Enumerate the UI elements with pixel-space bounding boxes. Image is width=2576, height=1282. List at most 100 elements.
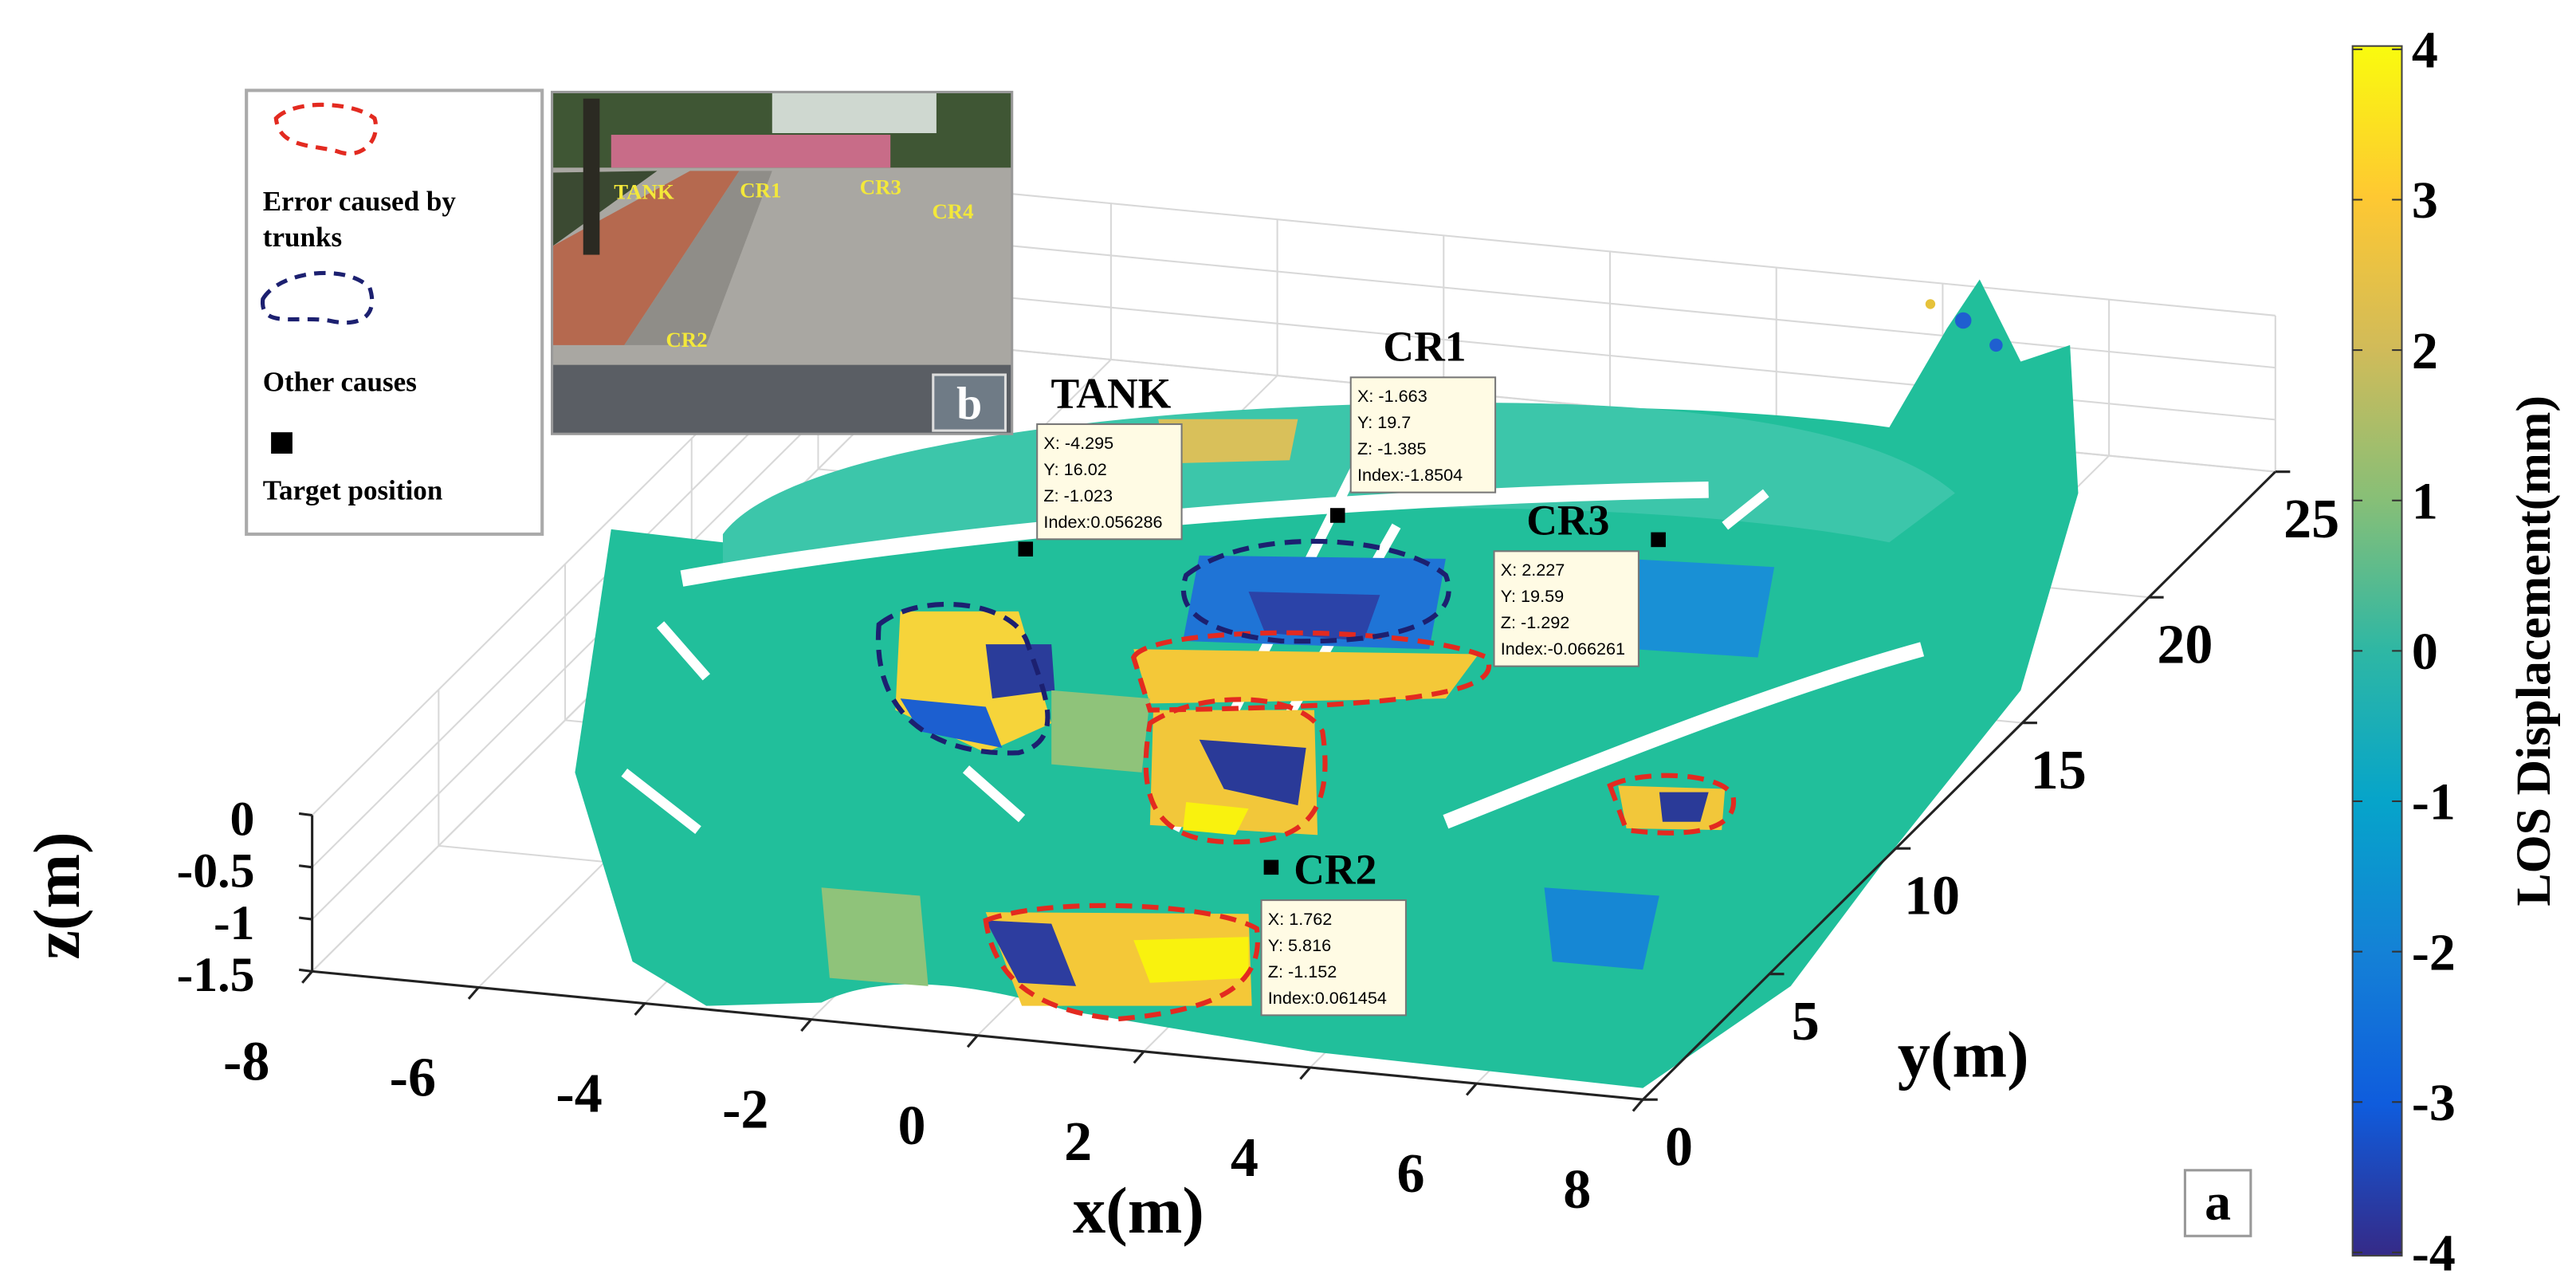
- colorbar-ticks: -4 -3 -2 -1 0 1 2 3 4: [2352, 22, 2456, 1282]
- x-tick-label: -4: [556, 1064, 602, 1125]
- colorbar-tick-label: -1: [2412, 773, 2456, 832]
- error-outline: [983, 903, 1260, 1022]
- patch: [1133, 937, 1249, 983]
- z-tick: [298, 916, 312, 921]
- colorbar-tick-label: 0: [2412, 623, 2438, 681]
- datatip-text: Index:-0.066261: [1501, 639, 1625, 659]
- x-tick: [966, 1034, 979, 1048]
- datatip-text: X: -1.663: [1357, 386, 1427, 406]
- cloud-gap: [1443, 642, 1925, 829]
- x-tick-label: 4: [1231, 1127, 1259, 1189]
- x-tick: [301, 970, 313, 984]
- patch: [900, 698, 1003, 748]
- photo-sky: [772, 92, 937, 133]
- target-marker: [1651, 532, 1666, 548]
- colorbar-tick-label: 1: [2412, 472, 2438, 530]
- datatip-text: Z: -1.385: [1357, 438, 1427, 458]
- z-tick-label: -0.5: [177, 844, 255, 899]
- patch: [1659, 792, 1709, 822]
- z-tick: [298, 812, 312, 817]
- datatip-name: TANK: [1051, 369, 1172, 417]
- y-tick-label: 15: [2031, 740, 2087, 801]
- datatip-text: Index:0.061454: [1268, 988, 1387, 1008]
- patch: [821, 887, 929, 986]
- patch: [1626, 558, 1775, 658]
- datatips: X: -4.295 Y: 16.02 Z: -1.023 Index:0.056286…: [1018, 323, 1666, 1017]
- datatip-box: [1493, 550, 1639, 667]
- x-tick-label: -6: [390, 1048, 436, 1109]
- legend-entry: Target position: [262, 474, 443, 506]
- legend-box: [245, 88, 544, 537]
- legend-text: Error caused by trunks: [262, 185, 456, 254]
- x-tick: [467, 986, 480, 1000]
- legend-symbol: [271, 432, 293, 454]
- photo-grass: [552, 171, 658, 247]
- inset-frame: [551, 90, 1014, 435]
- colorbar-tick-label: -3: [2412, 1074, 2456, 1132]
- colorbar-tick-label: 4: [2412, 22, 2438, 80]
- legend-text: Target position: [262, 474, 443, 506]
- patch: [985, 920, 1077, 986]
- inset-label: CR2: [666, 328, 708, 352]
- x-tick: [1465, 1083, 1478, 1096]
- grid-line: [944, 238, 2276, 369]
- x-tick: [634, 1002, 646, 1017]
- y-axis: [1642, 470, 2276, 1101]
- patch: [1199, 739, 1306, 806]
- datatip-text: X: 1.762: [1268, 909, 1333, 929]
- x-tick-label: 8: [1563, 1159, 1591, 1221]
- datatip-text: X: -4.295: [1043, 433, 1113, 453]
- x-tick-label: 0: [897, 1095, 925, 1157]
- datatip-text: Y: 16.02: [1043, 459, 1106, 479]
- datatip-box: [1349, 376, 1497, 494]
- x-tick: [1133, 1050, 1145, 1064]
- photo-path: [624, 171, 772, 345]
- patch: [985, 644, 1055, 699]
- error-outline: [1607, 773, 1737, 836]
- datatip-text: Y: 5.816: [1268, 935, 1331, 955]
- legend-symbol: [273, 102, 379, 156]
- patch: [1925, 299, 1936, 309]
- patch: [1954, 312, 1972, 329]
- z-tick-label: -1.5: [177, 948, 255, 1002]
- inset-label: CR3: [860, 175, 901, 199]
- other-outline: [1180, 538, 1451, 644]
- patch: [1158, 419, 1298, 464]
- datatip-text: Index:-1.8504: [1357, 465, 1463, 485]
- datatip-text: Z: -1.023: [1043, 486, 1113, 505]
- x-tick-label: -8: [223, 1031, 269, 1092]
- z-tick: [298, 968, 312, 973]
- other-outline: [875, 601, 1050, 756]
- datatip-box: [1036, 423, 1183, 541]
- legend-text: Other causes: [262, 366, 417, 398]
- patch: [1248, 592, 1380, 641]
- target-marker: [1329, 508, 1345, 523]
- patch: [1989, 338, 2003, 352]
- y-tick-label: 25: [2283, 489, 2339, 550]
- colorbar-tick-label: 2: [2412, 322, 2438, 380]
- x-tick: [1632, 1099, 1644, 1112]
- z-tick-label: -1: [214, 896, 255, 950]
- patch: [1051, 690, 1150, 773]
- grid-line: [944, 186, 2276, 317]
- datatip-name: CR1: [1383, 323, 1466, 371]
- x-axis-label: x(m): [1073, 1174, 1204, 1247]
- datatip-text: Y: 19.59: [1501, 586, 1564, 606]
- colorbar-tick-label: -4: [2412, 1225, 2456, 1282]
- datatip-text: X: 2.227: [1501, 560, 1565, 580]
- inset-label: CR1: [740, 178, 781, 202]
- x-tick-label: -2: [722, 1079, 768, 1141]
- datatip-text: Z: -1.292: [1501, 612, 1570, 632]
- y-axis-label: y(m): [1898, 1018, 2029, 1091]
- colorbar-label: LOS Displacement(mm): [2507, 395, 2561, 906]
- colorbar-tick-label: -2: [2412, 923, 2456, 981]
- datatip-name: CR2: [1294, 845, 1376, 893]
- patch: [1183, 802, 1249, 836]
- datatip-text: Y: 19.7: [1357, 412, 1411, 432]
- z-tick-label: 0: [230, 792, 255, 846]
- y-tick-label: 0: [1665, 1117, 1693, 1178]
- legend-entry: Other causes: [262, 366, 417, 398]
- patch: [1133, 649, 1479, 704]
- patch: [1544, 887, 1659, 970]
